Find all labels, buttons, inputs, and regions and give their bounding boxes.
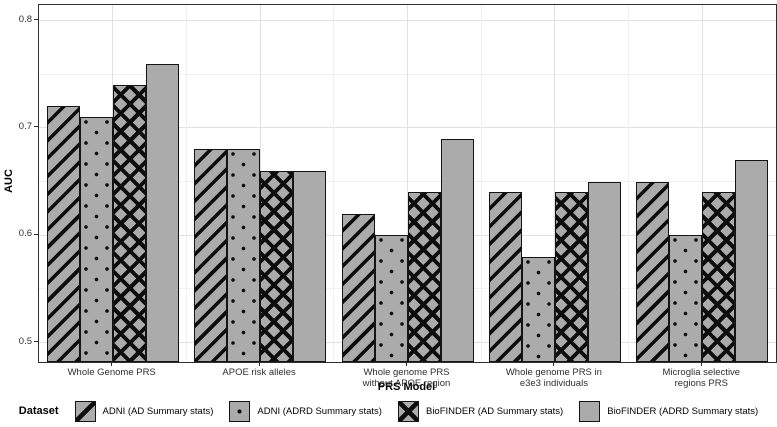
bar [587,181,621,362]
x-tick-mark [700,362,702,366]
legend-item: ADNI (ADRD Summary stats) [229,400,382,422]
y-tick-mark [34,233,38,235]
bar [293,170,327,362]
bar [194,149,228,362]
gridline-minor [628,5,630,362]
x-tick-mark [111,362,113,366]
gridline-minor [480,5,482,362]
y-tick-label: 0.8 [18,13,32,25]
legend-item-label: ADNI (AD Summary stats) [102,405,214,417]
plot-panel [38,4,777,363]
bar [374,235,408,362]
bar [227,149,261,362]
legend-item: BioFINDER (AD Summary stats) [397,400,564,422]
legend-item-label: BioFINDER (ADRD Summary stats) [607,405,759,417]
gridline-major [554,5,556,362]
gridline-major [407,5,408,362]
gridline-minor [333,5,335,362]
x-category-label: Microglia selective regions PRS [662,367,741,389]
bar [46,106,80,362]
bar [79,117,113,362]
legend-key-diagonal [74,400,96,422]
y-tick-label: 0.7 [18,120,32,132]
y-tick-mark [34,341,38,343]
bar [669,235,703,362]
bar [440,138,474,362]
x-category-label: Whole genome PRS without APOE region [362,367,451,389]
legend-key-dots [229,400,251,422]
x-tick-mark [406,362,407,366]
bar [407,192,441,362]
x-category-label: Whole Genome PRS [67,367,156,378]
legend-key-crosshatch [397,400,419,422]
x-category-label: Whole genome PRS in e3e3 individuals [505,367,602,389]
legend: Dataset ADNI (AD Summary stats) ADNI (ADR… [0,398,777,424]
bar [702,192,736,362]
x-tick-mark [258,362,260,366]
y-tick-mark [34,19,38,21]
bar [260,170,294,362]
legend-item-label: BioFINDER (AD Summary stats) [425,405,564,417]
legend-key-solid [579,400,601,422]
bar [341,213,375,362]
legend-item-label: ADNI (ADRD Summary stats) [257,405,382,417]
x-tick-mark [553,362,555,366]
x-axis-title: PRS Model [377,381,436,393]
y-tick-label: 0.6 [18,228,32,240]
bar [488,192,522,362]
x-category-label: APOE risk alleles [222,367,296,378]
gridline-minor [185,5,187,362]
bar [636,181,670,362]
bar [112,85,146,362]
bar [735,160,769,362]
gridline-major [701,5,703,362]
bar [521,256,555,362]
legend-item: ADNI (AD Summary stats) [74,400,214,422]
legend-item: BioFINDER (ADRD Summary stats) [579,400,759,422]
y-tick-mark [34,126,38,128]
legend-title: Dataset [18,405,59,417]
y-tick-label: 0.5 [18,335,32,347]
bar [145,63,179,362]
bar [554,192,588,362]
